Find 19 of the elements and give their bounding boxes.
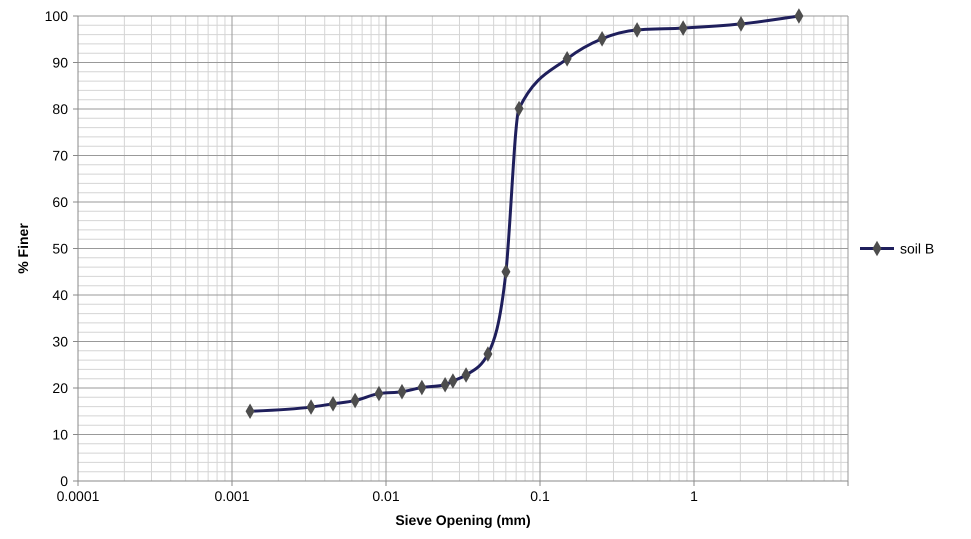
x-tick-label: 0.0001 xyxy=(56,488,100,504)
y-tick-label: 0 xyxy=(60,473,68,489)
y-tick-label: 20 xyxy=(52,380,68,396)
y-tick-label: 50 xyxy=(52,240,68,256)
legend-label: soil B xyxy=(900,240,934,256)
y-tick-label: 70 xyxy=(52,148,68,164)
y-tick-label: 100 xyxy=(44,8,68,24)
y-tick-label: 80 xyxy=(52,101,68,117)
x-tick-label: 0.001 xyxy=(214,488,250,504)
x-tick-label: 0.01 xyxy=(372,488,400,504)
y-tick-label: 40 xyxy=(52,287,68,303)
y-tick-label: 60 xyxy=(52,194,68,210)
y-tick-label: 10 xyxy=(52,426,68,442)
y-tick-label: 90 xyxy=(52,54,68,70)
y-tick-label: 30 xyxy=(52,334,68,350)
y-axis-title: % Finer xyxy=(15,222,31,274)
x-tick-label: 0.1 xyxy=(530,488,550,504)
x-axis-title: Sieve Opening (mm) xyxy=(395,512,531,528)
x-tick-label: 1 xyxy=(690,488,698,504)
